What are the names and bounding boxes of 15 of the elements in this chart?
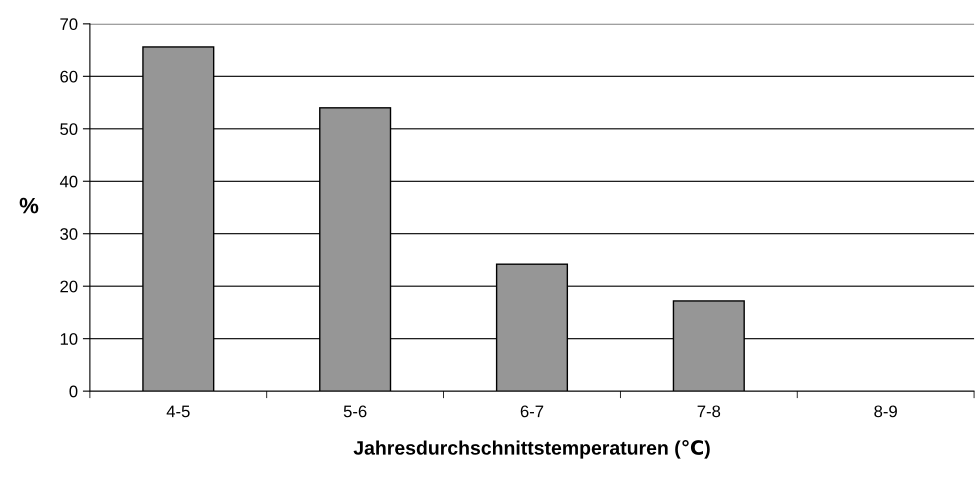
- y-tick-label: 70: [60, 18, 78, 30]
- x-tick-label: 4-5: [166, 406, 190, 418]
- x-tick-label: 7-8: [698, 405, 720, 418]
- y-axis-title: %: [20, 198, 38, 214]
- y-tick-label: 20: [60, 280, 78, 292]
- y-tick-label: 30: [60, 228, 78, 240]
- y-tick-label: 60: [60, 70, 78, 83]
- y-tick-label: 0: [69, 386, 78, 398]
- x-tick-label: 8-9: [874, 405, 897, 418]
- x-axis-title: Jahresdurchschnittstemperaturen (℃): [354, 440, 710, 459]
- y-tick-label: 40: [60, 176, 78, 188]
- y-tick-label: 10: [60, 333, 78, 345]
- x-tick-label: 5-6: [344, 405, 366, 418]
- x-tick-label: 6-7: [520, 405, 544, 418]
- y-tick-label: 50: [60, 123, 78, 135]
